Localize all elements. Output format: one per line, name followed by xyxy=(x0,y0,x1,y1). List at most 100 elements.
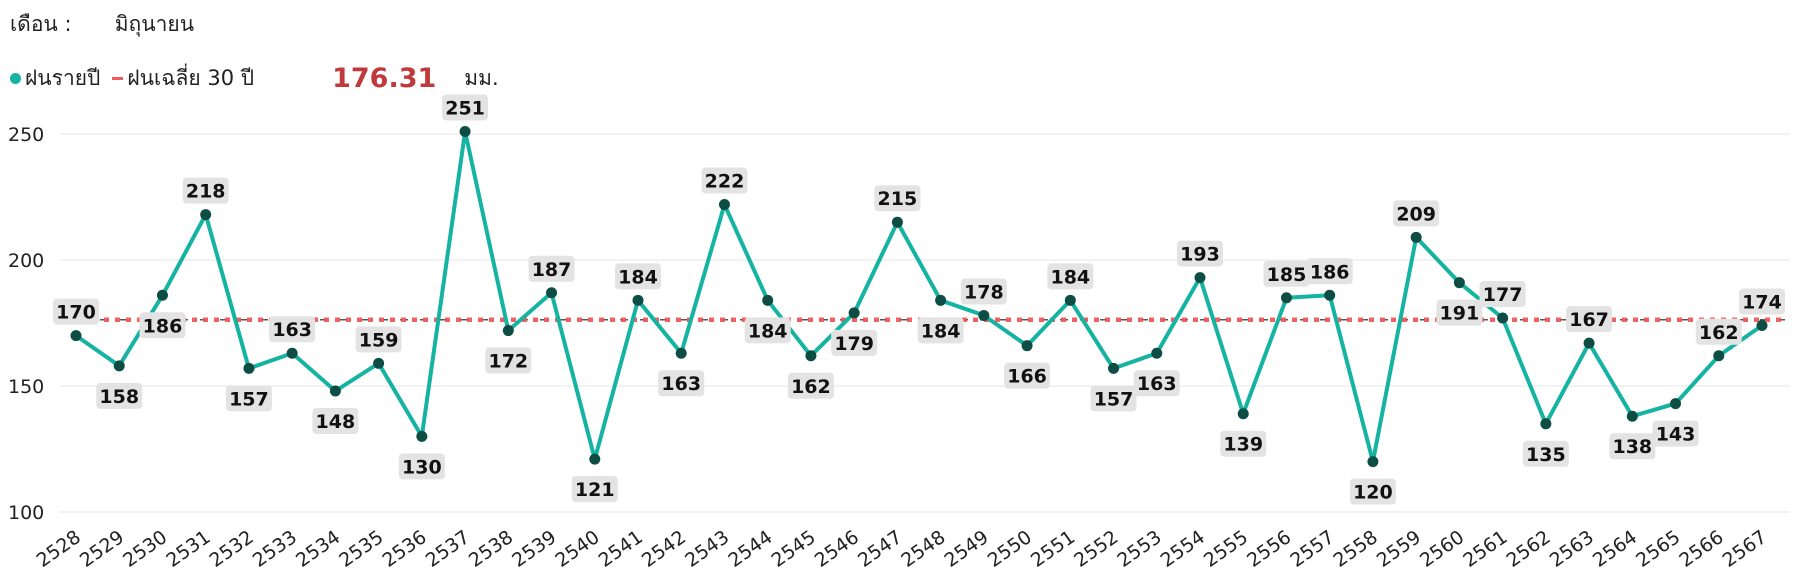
month-header: เดือน : มิถุนายน xyxy=(10,8,194,41)
x-tick-label-2531: 2531 xyxy=(162,526,214,572)
data-point-2563 xyxy=(1583,337,1595,349)
data-label-text: 162 xyxy=(791,376,831,398)
data-label-2556: 185 xyxy=(1263,260,1310,287)
data-point-2547 xyxy=(891,216,903,228)
data-label-text: 167 xyxy=(1569,309,1609,331)
data-label-text: 163 xyxy=(272,319,312,341)
data-point-2551 xyxy=(1064,294,1076,306)
data-point-2528 xyxy=(70,330,82,342)
data-label-bg xyxy=(744,317,791,344)
data-label-text: 135 xyxy=(1526,444,1566,466)
x-tick-label-2559: 2559 xyxy=(1373,526,1425,572)
data-label-text: 222 xyxy=(705,171,745,193)
data-point-2533 xyxy=(286,347,298,359)
data-point-2562 xyxy=(1540,418,1552,430)
x-tick-label-2535: 2535 xyxy=(335,526,387,572)
data-label-text: 170 xyxy=(56,302,96,324)
data-label-bg xyxy=(874,185,921,212)
data-label-bg xyxy=(1306,258,1353,285)
data-point-2557 xyxy=(1324,289,1336,301)
data-point-2529 xyxy=(113,360,125,372)
x-tick-label-2566: 2566 xyxy=(1675,526,1727,572)
data-label-text: 121 xyxy=(575,479,615,501)
data-label-2545: 162 xyxy=(787,372,834,399)
data-label-bg xyxy=(787,372,834,399)
x-tick-label-2528: 2528 xyxy=(33,526,85,572)
x-tick-label-2545: 2545 xyxy=(768,526,820,572)
data-label-2549: 178 xyxy=(960,278,1007,305)
data-label-2562: 135 xyxy=(1522,440,1569,467)
data-point-2553 xyxy=(1151,347,1163,359)
data-label-text: 148 xyxy=(316,411,356,433)
data-label-bg xyxy=(917,317,964,344)
x-tick-label-2560: 2560 xyxy=(1416,526,1468,572)
data-label-bg xyxy=(960,278,1007,305)
data-label-bg xyxy=(355,326,402,353)
data-label-bg xyxy=(485,347,532,374)
x-axis: 2528252925302531253225332534253525362537… xyxy=(33,526,1771,572)
data-label-2552: 157 xyxy=(1090,385,1137,412)
data-label-bg xyxy=(658,370,705,397)
data-label-2555: 139 xyxy=(1220,430,1267,457)
data-label-2550: 166 xyxy=(1004,362,1051,389)
data-point-2538 xyxy=(502,325,514,337)
data-label-2558: 120 xyxy=(1349,478,1396,505)
data-label-2541: 184 xyxy=(615,263,661,290)
data-label-text: 186 xyxy=(1310,261,1350,283)
data-label-bg xyxy=(1393,200,1440,227)
data-point-2537 xyxy=(459,125,471,137)
data-label-text: 193 xyxy=(1180,244,1220,266)
data-label-text: 163 xyxy=(661,373,701,395)
data-label-text: 138 xyxy=(1612,436,1652,458)
data-point-2554 xyxy=(1194,272,1206,284)
y-tick-label-150: 150 xyxy=(8,376,44,398)
x-tick-label-2552: 2552 xyxy=(1070,526,1122,572)
data-label-2529: 158 xyxy=(96,382,143,409)
month-value: มิถุนายน xyxy=(114,12,195,36)
y-tick-label-100: 100 xyxy=(8,502,44,524)
data-label-bg xyxy=(831,329,878,356)
x-tick-label-2542: 2542 xyxy=(638,526,690,572)
data-label-text: 177 xyxy=(1483,284,1523,306)
data-point-2539 xyxy=(546,287,558,299)
data-label-text: 184 xyxy=(618,266,658,288)
data-label-bg xyxy=(1177,240,1223,267)
data-point-2564 xyxy=(1626,410,1638,422)
data-label-bg xyxy=(96,382,143,409)
x-tick-label-2539: 2539 xyxy=(508,526,560,572)
data-label-2546: 179 xyxy=(831,329,878,356)
data-point-2542 xyxy=(675,347,687,359)
data-label-bg xyxy=(571,476,618,503)
x-tick-label-2549: 2549 xyxy=(940,526,992,572)
x-tick-label-2556: 2556 xyxy=(1243,526,1295,572)
data-label-bg xyxy=(1263,260,1310,287)
data-label-text: 143 xyxy=(1656,424,1696,446)
data-point-2548 xyxy=(935,294,947,306)
data-label-2559: 209 xyxy=(1393,200,1440,227)
x-tick-label-2554: 2554 xyxy=(1157,526,1209,572)
data-label-bg xyxy=(225,385,272,412)
y-tick-label-250: 250 xyxy=(8,124,44,146)
data-label-2551: 184 xyxy=(1047,263,1094,290)
data-label-bg xyxy=(1004,362,1051,389)
data-label-text: 163 xyxy=(1137,373,1177,395)
data-label-text: 215 xyxy=(878,188,918,210)
data-label-2535: 159 xyxy=(355,326,402,353)
x-tick-label-2536: 2536 xyxy=(378,526,430,572)
data-label-bg xyxy=(615,263,661,290)
annual-rain-legend-label: ฝนรายปี xyxy=(25,66,101,90)
data-point-2545 xyxy=(805,350,817,362)
data-label-2564: 138 xyxy=(1609,433,1656,460)
data-point-2543 xyxy=(718,199,730,211)
x-tick-label-2563: 2563 xyxy=(1546,526,1598,572)
x-tick-label-2532: 2532 xyxy=(206,526,258,572)
data-label-text: 157 xyxy=(229,388,269,410)
x-tick-label-2529: 2529 xyxy=(76,526,128,572)
data-point-2561 xyxy=(1497,312,1509,324)
data-points xyxy=(70,125,1768,468)
data-point-2565 xyxy=(1670,398,1682,410)
average-rain-legend-label: ฝนเฉลี่ย 30 ปี xyxy=(127,66,255,90)
data-label-bg xyxy=(1436,299,1483,326)
x-tick-label-2538: 2538 xyxy=(465,526,517,572)
